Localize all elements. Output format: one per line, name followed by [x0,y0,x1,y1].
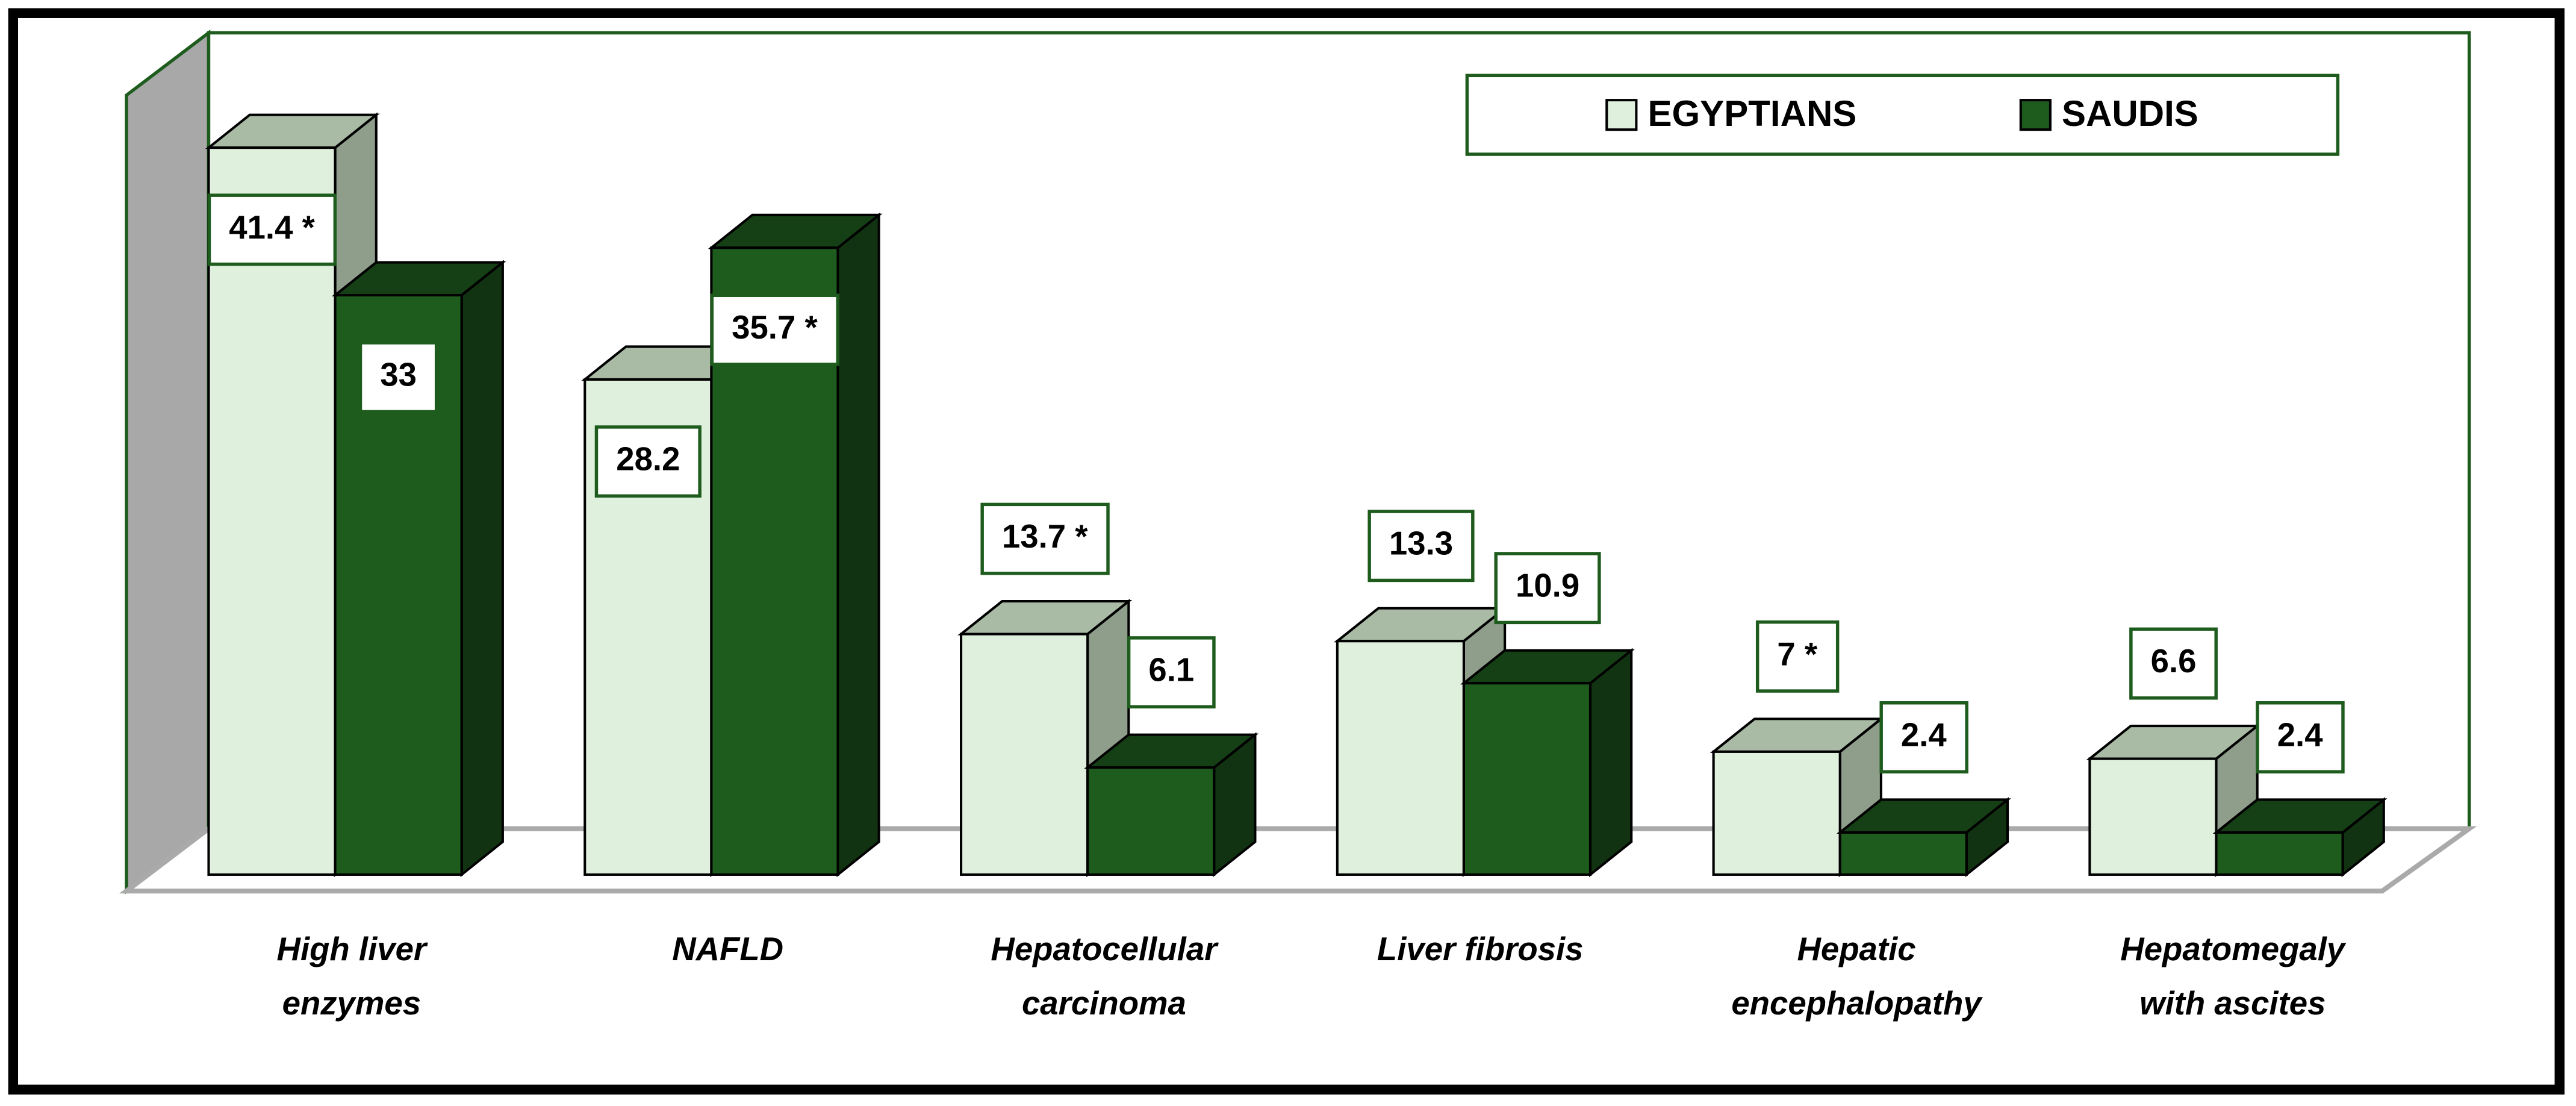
value-label-box [1879,701,1968,773]
value-label-text: 35.7 * [732,309,818,346]
value-label: 13.7 * [980,502,1110,575]
bar-side [1588,648,1633,878]
value-label-text: 2.4 [1901,716,1947,753]
legend-box [1465,73,2340,156]
bar [1084,732,1259,878]
value-label: 33 [358,341,438,414]
legend: EGYPTIANS SAUDIS [1465,73,2340,156]
value-label: 7 * [1755,620,1840,693]
value-label: 28.2 [594,425,702,498]
bar [1836,797,2011,878]
x-tick-label: Hepatomegaly with ascites [2120,931,2347,1022]
value-label-box [710,293,839,366]
legend-swatch [1605,99,1638,131]
value-label-box [207,193,337,266]
x-tick-label: Hepatic encephalopathy [1731,931,1983,1022]
value-label-text: 6.6 [2151,643,2197,680]
bar-front [1336,640,1465,876]
value-label-box [2129,627,2218,700]
x-tick-label: High liver enzymes [277,931,428,1022]
x-tick-label: Liver fibrosis [1377,931,1584,967]
left-wall [125,29,211,895]
bar-front [1838,831,1968,876]
bar-side [460,260,504,878]
value-label-text: 13.3 [1389,525,1453,562]
legend-label: EGYPTIANS [1648,93,1857,134]
x-tick-label: NAFLD [672,931,783,967]
bar-front [2215,831,2344,876]
legend-swatch [2019,99,2052,131]
value-label-box [1127,636,1216,709]
value-label-text: 6.1 [1148,652,1194,689]
value-label: 6.1 [1127,636,1216,709]
value-label-box [2256,701,2345,773]
value-label-box [594,425,702,498]
x-tick-label: Hepatocellular carcinoma [991,931,1219,1022]
value-label-box [1367,510,1475,583]
bar-front [1712,750,1841,876]
bar-front [1462,682,1592,876]
value-label-box [980,502,1110,575]
value-label: 2.4 [1879,701,1968,773]
bar [2212,797,2388,878]
legend-label: SAUDIS [2062,93,2198,134]
value-label-text: 10.9 [1516,567,1579,604]
bar [1460,648,1635,878]
value-label-text: 41.4 * [229,209,315,246]
value-label-box [1494,552,1601,625]
bar [1710,716,1885,878]
value-label: 6.6 [2129,627,2218,700]
bar-front [2088,757,2218,876]
value-label-text: 28.2 [616,441,680,478]
value-label: 13.3 [1367,510,1475,583]
value-label-text: 13.7 * [1002,518,1088,555]
value-label: 41.4 * [207,193,337,266]
value-label: 10.9 [1494,552,1601,625]
value-label: 35.7 * [710,293,839,366]
bar-front [1086,766,1216,876]
value-label-text: 2.4 [2277,716,2324,753]
bar-side [836,212,880,878]
value-label: 2.4 [2256,701,2345,773]
value-label-box [358,341,438,414]
value-label-text: 33 [380,357,417,393]
value-label-text: 7 * [1777,636,1818,672]
bar-front [207,146,337,876]
bar [331,260,506,878]
value-label-box [1755,620,1840,693]
bar-front [960,633,1089,876]
